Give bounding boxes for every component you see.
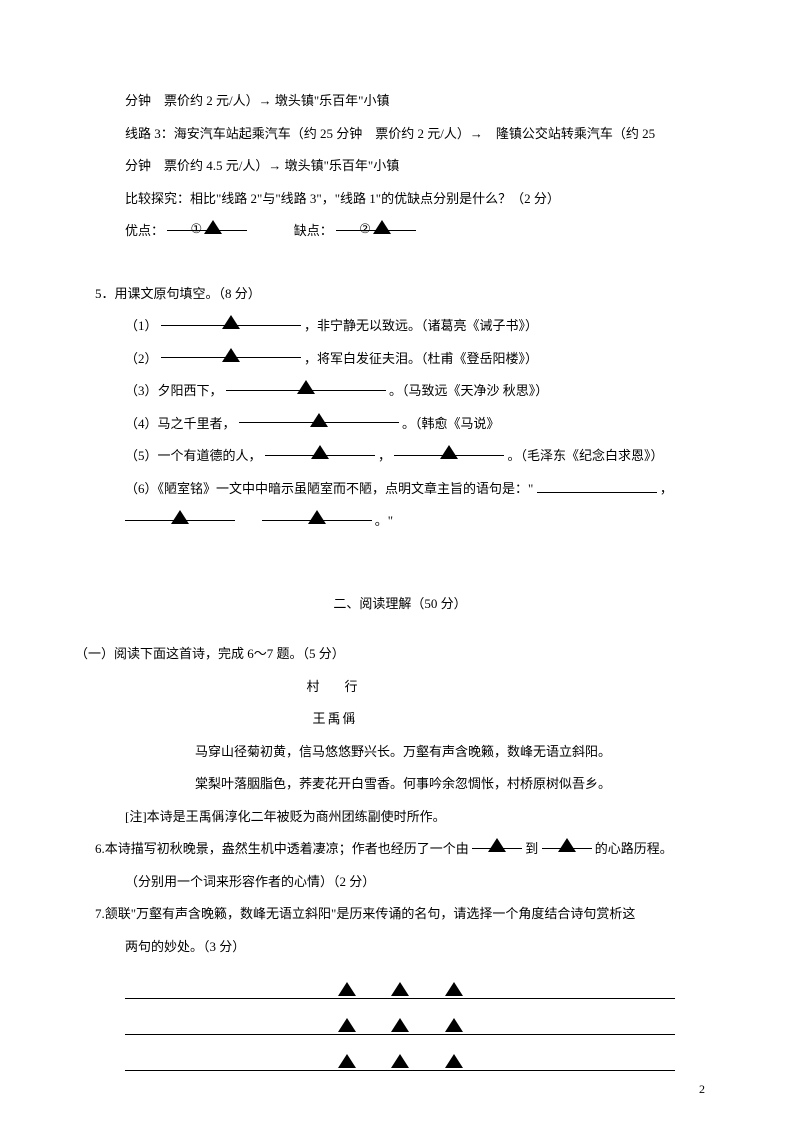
intro-line3: 分钟 票价约 4.5 元/人）→ 墩头镇"乐百年"小镇 xyxy=(95,150,705,183)
q5-6-line2: 。" xyxy=(95,505,705,538)
sub1: （一）阅读下面这首诗，完成 6～7 题。（5 分） xyxy=(75,638,705,671)
q7-a: 7.颔联"万壑有声含晚籁，数峰无语立斜阳"是历来传诵的名句，请选择一个角度结合诗… xyxy=(95,898,705,931)
triangle-icon xyxy=(391,1054,409,1068)
triangle-icon xyxy=(222,315,240,329)
q5-4-suffix: 。（韩愈《马说》 xyxy=(402,416,500,431)
circled-2: ② xyxy=(359,213,371,246)
triangle-icon xyxy=(440,445,458,459)
triangle-icon xyxy=(308,510,326,524)
q5-5-suffix: 。（毛泽东《纪念白求恩》） xyxy=(508,448,664,463)
triangle-icon xyxy=(310,413,328,427)
q5-4-num: （4）马之千里者， xyxy=(125,416,236,431)
q5-item-5: （5）一个有道德的人， ， 。（毛泽东《纪念白求恩》） xyxy=(95,440,705,473)
q5-6-blank2[interactable] xyxy=(125,505,235,521)
triangle-icon xyxy=(488,838,506,852)
q5-3-suffix: 。（马致远《天净沙 秋思》） xyxy=(389,383,548,398)
poem-author: 王禹偁 xyxy=(95,703,705,736)
page-number: 2 xyxy=(699,1082,705,1097)
q5-item-6: （6）《陋室铭》一文中中暗示虽陋室而不陋，点明文章主旨的语句是：" ， xyxy=(95,473,705,506)
q5-6-num: （6）《陋室铭》一文中中暗示虽陋室而不陋，点明文章主旨的语句是：" xyxy=(125,481,533,496)
triangle-icon xyxy=(558,838,576,852)
q5-5-blank1[interactable] xyxy=(265,440,375,456)
pros-cons-line: 优点： ① 缺点： ② xyxy=(95,215,705,248)
q5-2-blank[interactable] xyxy=(161,343,301,359)
intro-line4: 比较探究：相比"线路 2"与"线路 3"，"线路 1"的优缺点分别是什么？（2 … xyxy=(95,183,705,216)
q6-c: 的心路历程。 xyxy=(595,841,673,856)
q6-line: 6.本诗描写初秋晚景，盎然生机中透着凄凉；作者也经历了一个由 到 的心路历程。 xyxy=(95,833,705,866)
q5-item-1: （1） ，非宁静无以致远。（诸葛亮《诫子书》） xyxy=(95,310,705,343)
q5-5-mid: ， xyxy=(378,448,391,463)
triangle-icon xyxy=(338,1054,356,1068)
section2-title: 二、阅读理解（50 分） xyxy=(95,588,705,621)
q5-item-2: （2） ，将军白发征夫泪。（杜甫《登岳阳楼》） xyxy=(95,343,705,376)
q5-1-suffix: ，非宁静无以致远。（诸葛亮《诫子书》） xyxy=(304,318,538,333)
triangle-icon xyxy=(222,348,240,362)
poem-line-1: 马穿山径菊初黄，信马悠悠野兴长。万壑有声含晚籁，数峰无语立斜阳。 xyxy=(95,736,705,769)
cons-label: 缺点： xyxy=(294,223,333,238)
triangle-icon xyxy=(445,1018,463,1032)
q5-item-3: （3）夕阳西下， 。（马致远《天净沙 秋思》） xyxy=(95,375,705,408)
q5-2-num: （2） xyxy=(125,351,158,366)
q6-blank1[interactable] xyxy=(472,833,522,849)
q7-b: 两句的妙处。（3 分） xyxy=(95,931,705,964)
answer-line-3[interactable] xyxy=(125,1039,675,1071)
q5-5-num: （5）一个有道德的人， xyxy=(125,448,262,463)
poem-line-2: 棠梨叶落胭脂色，荞麦花开白雪香。何事吟余忽惆怅，村桥原树似吾乡。 xyxy=(95,768,705,801)
q5-6-end: 。" xyxy=(375,513,393,528)
triangle-icon xyxy=(445,1054,463,1068)
q5-6-suffix: ， xyxy=(660,481,673,496)
pros-blank[interactable]: ① xyxy=(167,215,247,231)
q5-2-suffix: ，将军白发征夫泪。（杜甫《登岳阳楼》） xyxy=(304,351,538,366)
triangle-icon xyxy=(391,982,409,996)
q5-1-blank[interactable] xyxy=(161,310,301,326)
q5-prompt: 5．用课文原句填空。（8 分） xyxy=(95,278,705,311)
triangle-icon xyxy=(171,510,189,524)
triangle-icon xyxy=(297,380,315,394)
q6-b: 到 xyxy=(525,841,538,856)
q6-blank2[interactable] xyxy=(542,833,592,849)
triangle-icon xyxy=(204,220,222,234)
triangle-icon xyxy=(373,220,391,234)
triangle-icon xyxy=(338,982,356,996)
triangle-icon xyxy=(311,445,329,459)
q5-3-blank[interactable] xyxy=(226,375,386,391)
q5-6-blank1[interactable] xyxy=(537,477,657,493)
circled-1: ① xyxy=(190,213,202,246)
poem-title: 村 行 xyxy=(95,671,705,704)
triangle-icon xyxy=(391,1018,409,1032)
q5-4-blank[interactable] xyxy=(239,408,399,424)
cons-blank[interactable]: ② xyxy=(336,215,416,231)
q5-1-num: （1） xyxy=(125,318,158,333)
answer-line-2[interactable] xyxy=(125,1003,675,1035)
triangle-icon xyxy=(445,982,463,996)
q5-5-blank2[interactable] xyxy=(394,440,504,456)
q6-a: 6.本诗描写初秋晚景，盎然生机中透着凄凉；作者也经历了一个由 xyxy=(95,841,469,856)
poem-note: [注]本诗是王禹偁淳化二年被贬为商州团练副使时所作。 xyxy=(95,801,705,834)
triangle-icon xyxy=(338,1018,356,1032)
answer-line-1[interactable] xyxy=(125,967,675,999)
pros-label: 优点： xyxy=(125,223,164,238)
q5-item-4: （4）马之千里者， 。（韩愈《马说》 xyxy=(95,408,705,441)
q5-6-blank3[interactable] xyxy=(262,505,372,521)
intro-line2: 线路 3：海安汽车站起乘汽车（约 25 分钟 票价约 2 元/人）→ 隆镇公交站… xyxy=(95,118,705,151)
intro-line1: 分钟 票价约 2 元/人）→ 墩头镇"乐百年"小镇 xyxy=(95,85,705,118)
q6-d: （分别用一个词来形容作者的心情）（2 分） xyxy=(95,866,705,899)
q5-3-num: （3）夕阳西下， xyxy=(125,383,223,398)
